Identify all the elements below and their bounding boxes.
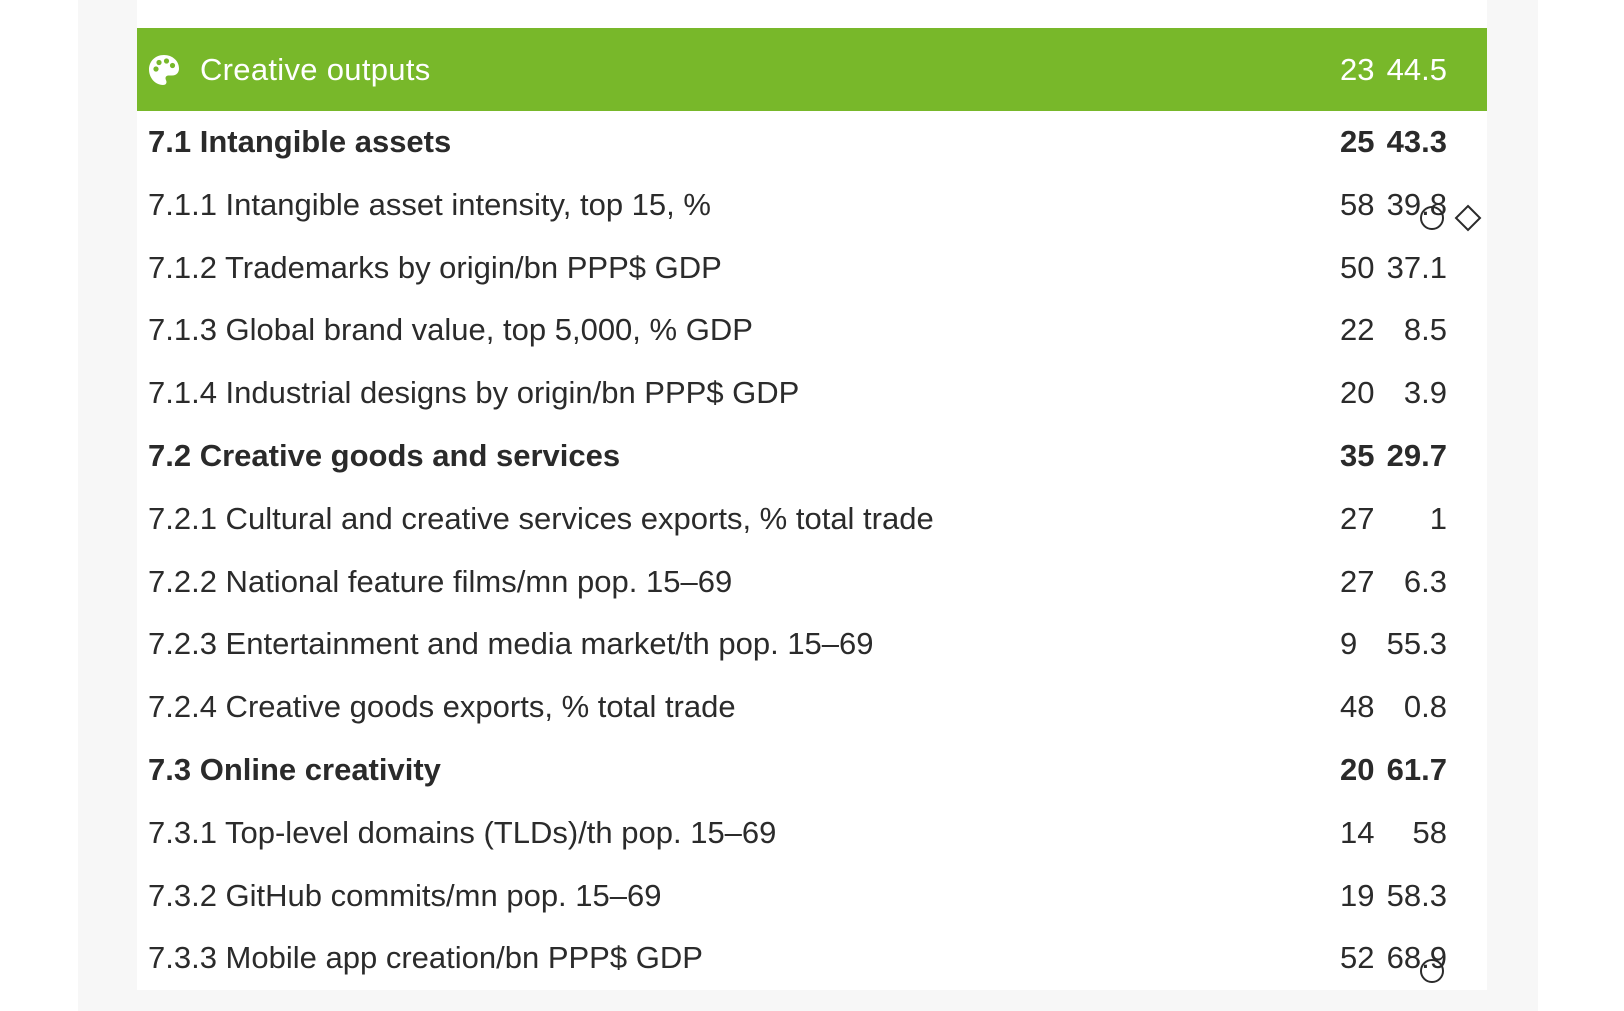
row-score: 68.9 bbox=[1386, 940, 1447, 976]
row-score: 6.3 bbox=[1403, 563, 1447, 599]
row-rank: 50 bbox=[1340, 249, 1375, 285]
diamond-icon bbox=[1454, 191, 1482, 232]
row-rank: 58 bbox=[1340, 186, 1375, 222]
row-label: 7.1.4 Industrial designs by origin/bn PP… bbox=[148, 375, 800, 411]
row-rank: 48 bbox=[1340, 689, 1375, 725]
row-label: 7.2 Creative goods and services bbox=[148, 437, 621, 473]
indicator-row: 7.1.4 Industrial designs by origin/bn PP… bbox=[137, 362, 1487, 425]
row-label: 7.1 Intangible assets bbox=[148, 124, 452, 159]
row-score: 37.1 bbox=[1386, 249, 1447, 285]
row-score: 55.3 bbox=[1386, 626, 1447, 662]
row-markers bbox=[1418, 927, 1446, 989]
row-score: 8.5 bbox=[1403, 312, 1447, 348]
indicator-row: 7.1.1 Intangible asset intensity, top 15… bbox=[137, 174, 1487, 237]
subpillar-row: 7.3 Online creativity 61.7 20 bbox=[137, 739, 1487, 802]
row-markers bbox=[1418, 174, 1482, 236]
row-label: 7.2.3 Entertainment and media market/th … bbox=[148, 626, 874, 662]
row-rank: 27 bbox=[1340, 563, 1375, 599]
row-score: 43.3 bbox=[1386, 124, 1447, 159]
circle-icon bbox=[1418, 191, 1446, 230]
row-score: 58.3 bbox=[1386, 877, 1447, 913]
indicator-row: 7.2.2 National feature films/mn pop. 15–… bbox=[137, 551, 1487, 614]
row-score: 29.7 bbox=[1386, 437, 1447, 473]
row-rank: 22 bbox=[1340, 312, 1375, 348]
circle-icon bbox=[1418, 944, 1446, 984]
row-rank: 25 bbox=[1340, 124, 1375, 159]
indicator-row: 7.3.2 GitHub commits/mn pop. 15–69 58.3 19 bbox=[137, 865, 1487, 928]
row-label: 7.2.1 Cultural and creative services exp… bbox=[148, 500, 934, 536]
row-rank: 20 bbox=[1340, 751, 1375, 787]
row-label: 7.1.1 Intangible asset intensity, top 15… bbox=[148, 186, 711, 222]
pillar-title: Creative outputs bbox=[200, 52, 431, 87]
indicator-rows: 7.1 Intangible assets 43.3 25 7.1.1 Intangi… bbox=[137, 111, 1487, 990]
row-rank: 52 bbox=[1340, 940, 1375, 976]
indicator-row: 7.2.4 Creative goods exports, % total tr… bbox=[137, 676, 1487, 739]
row-score: 58 bbox=[1412, 814, 1447, 850]
palette-icon bbox=[147, 53, 181, 87]
indicator-row: 7.1.3 Global brand value, top 5,000, % G… bbox=[137, 299, 1487, 362]
pillar-rank: 23 bbox=[1340, 52, 1375, 87]
indicator-row: 7.3.3 Mobile app creation/bn PPP$ GDP 68.… bbox=[137, 927, 1487, 990]
row-rank: 35 bbox=[1340, 437, 1375, 473]
pillar-header: Creative outputs 44.5 23 bbox=[137, 28, 1487, 111]
row-rank: 20 bbox=[1340, 375, 1375, 411]
indicator-row: 7.2.3 Entertainment and media market/th … bbox=[137, 613, 1487, 676]
subpillar-row: 7.1 Intangible assets 43.3 25 bbox=[137, 111, 1487, 174]
row-label: 7.1.2 Trademarks by origin/bn PPP$ GDP bbox=[148, 249, 722, 285]
row-rank: 19 bbox=[1340, 877, 1375, 913]
indicator-row: 7.3.1 Top-level domains (TLDs)/th pop. 1… bbox=[137, 802, 1487, 865]
row-label: 7.2.4 Creative goods exports, % total tr… bbox=[148, 689, 736, 725]
row-score: 0.8 bbox=[1403, 689, 1447, 725]
row-score: 61.7 bbox=[1386, 751, 1447, 787]
row-score: 3.9 bbox=[1403, 375, 1447, 411]
row-label: 7.3.3 Mobile app creation/bn PPP$ GDP bbox=[148, 940, 703, 976]
pillar-score: 44.5 bbox=[1386, 52, 1447, 87]
row-score: 39.8 bbox=[1386, 186, 1447, 222]
row-label: 7.3 Online creativity bbox=[148, 751, 441, 787]
row-rank: 9 bbox=[1340, 626, 1358, 662]
row-label: 7.2.2 National feature films/mn pop. 15–… bbox=[148, 563, 733, 599]
row-label: 7.3.2 GitHub commits/mn pop. 15–69 bbox=[148, 877, 662, 913]
row-rank: 27 bbox=[1340, 500, 1375, 536]
indicator-table bbox=[137, 0, 1487, 990]
subpillar-row: 7.2 Creative goods and services 29.7 35 bbox=[137, 425, 1487, 488]
row-rank: 14 bbox=[1340, 814, 1375, 850]
indicator-row: 7.1.2 Trademarks by origin/bn PPP$ GDP 37… bbox=[137, 237, 1487, 300]
indicator-row: 7.2.1 Cultural and creative services exp… bbox=[137, 488, 1487, 551]
row-label: 7.3.1 Top-level domains (TLDs)/th pop. 1… bbox=[148, 814, 777, 850]
row-score: 1 bbox=[1429, 500, 1447, 536]
row-label: 7.1.3 Global brand value, top 5,000, % G… bbox=[148, 312, 753, 348]
